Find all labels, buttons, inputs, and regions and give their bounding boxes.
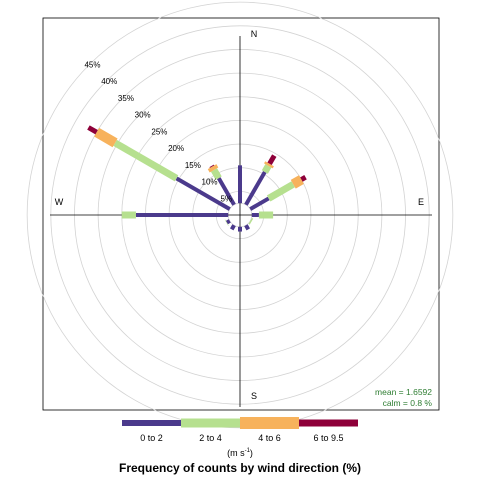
direction-label-w: W xyxy=(55,197,64,207)
legend-units: (m s-1) xyxy=(0,448,480,458)
legend-label: 2 to 4 xyxy=(199,433,222,443)
sector-bars xyxy=(87,125,307,232)
legend-swatch xyxy=(299,419,358,427)
radial-tick-label: 35% xyxy=(118,94,134,103)
legend-label: 6 to 9.5 xyxy=(313,433,343,443)
units-base: (m s xyxy=(227,448,245,458)
legend-label: 0 to 2 xyxy=(140,433,163,443)
radial-tick-label: 10% xyxy=(202,178,218,187)
bar-segment xyxy=(266,181,296,202)
radial-tick-label: 30% xyxy=(135,111,151,120)
direction-label-n: N xyxy=(251,29,258,39)
bar-segment xyxy=(207,164,219,173)
stat-mean: mean = 1.6592 xyxy=(375,387,432,397)
compass-labels: N E S W xyxy=(55,29,424,401)
bar-segment xyxy=(300,174,307,182)
stat-calm-value: 0.8 % xyxy=(410,398,432,408)
bar-segment xyxy=(210,168,222,180)
bar-segment xyxy=(261,164,272,174)
direction-label-e: E xyxy=(418,197,424,207)
speed-legend: 0 to 2 2 to 4 4 to 6 6 to 9.5 xyxy=(122,417,358,443)
stat-calm-name: calm xyxy=(383,398,401,408)
bar-segment xyxy=(175,176,231,211)
units-close: ) xyxy=(249,448,253,458)
radial-tick-label: 5% xyxy=(220,194,232,203)
bar-segment xyxy=(225,219,231,225)
bar-segment xyxy=(87,125,98,135)
bar-segment xyxy=(216,177,236,206)
legend-label: 4 to 6 xyxy=(258,433,281,443)
bar-segment xyxy=(249,196,270,211)
compass-axes xyxy=(50,36,432,407)
bar-segment xyxy=(113,139,179,182)
bar-segment xyxy=(244,224,251,231)
stat-calm: calm = 0.8 % xyxy=(383,398,433,408)
bar-segment xyxy=(244,170,267,206)
legend-swatch xyxy=(240,417,299,429)
units-exponent: -1 xyxy=(244,448,250,454)
radial-tick-label: 25% xyxy=(151,127,167,136)
stat-mean-value: 1.6592 xyxy=(406,387,432,397)
bar-segment xyxy=(290,175,304,189)
bar-segment xyxy=(267,154,277,166)
direction-label-s: S xyxy=(251,391,257,401)
bar-segment xyxy=(94,127,118,148)
summary-stats: mean = 1.6592 calm = 0.8 % xyxy=(375,387,432,408)
plot-frame xyxy=(42,17,440,411)
legend-swatch xyxy=(181,418,240,428)
radial-tick-label: 20% xyxy=(168,144,184,153)
bar-segment xyxy=(264,161,274,169)
bar-segment xyxy=(229,224,236,231)
radial-tick-labels: 5%10%15%20%25%30%35%40%45% xyxy=(84,60,232,203)
radial-tick-label: 40% xyxy=(101,77,117,86)
stat-mean-name: mean xyxy=(375,387,397,397)
radial-tick-label: 15% xyxy=(185,161,201,170)
chart-title: Frequency of counts by wind direction (%… xyxy=(118,461,361,475)
radial-tick-label: 45% xyxy=(84,60,100,69)
bar-segment xyxy=(248,217,254,225)
legend-swatch xyxy=(122,420,181,426)
